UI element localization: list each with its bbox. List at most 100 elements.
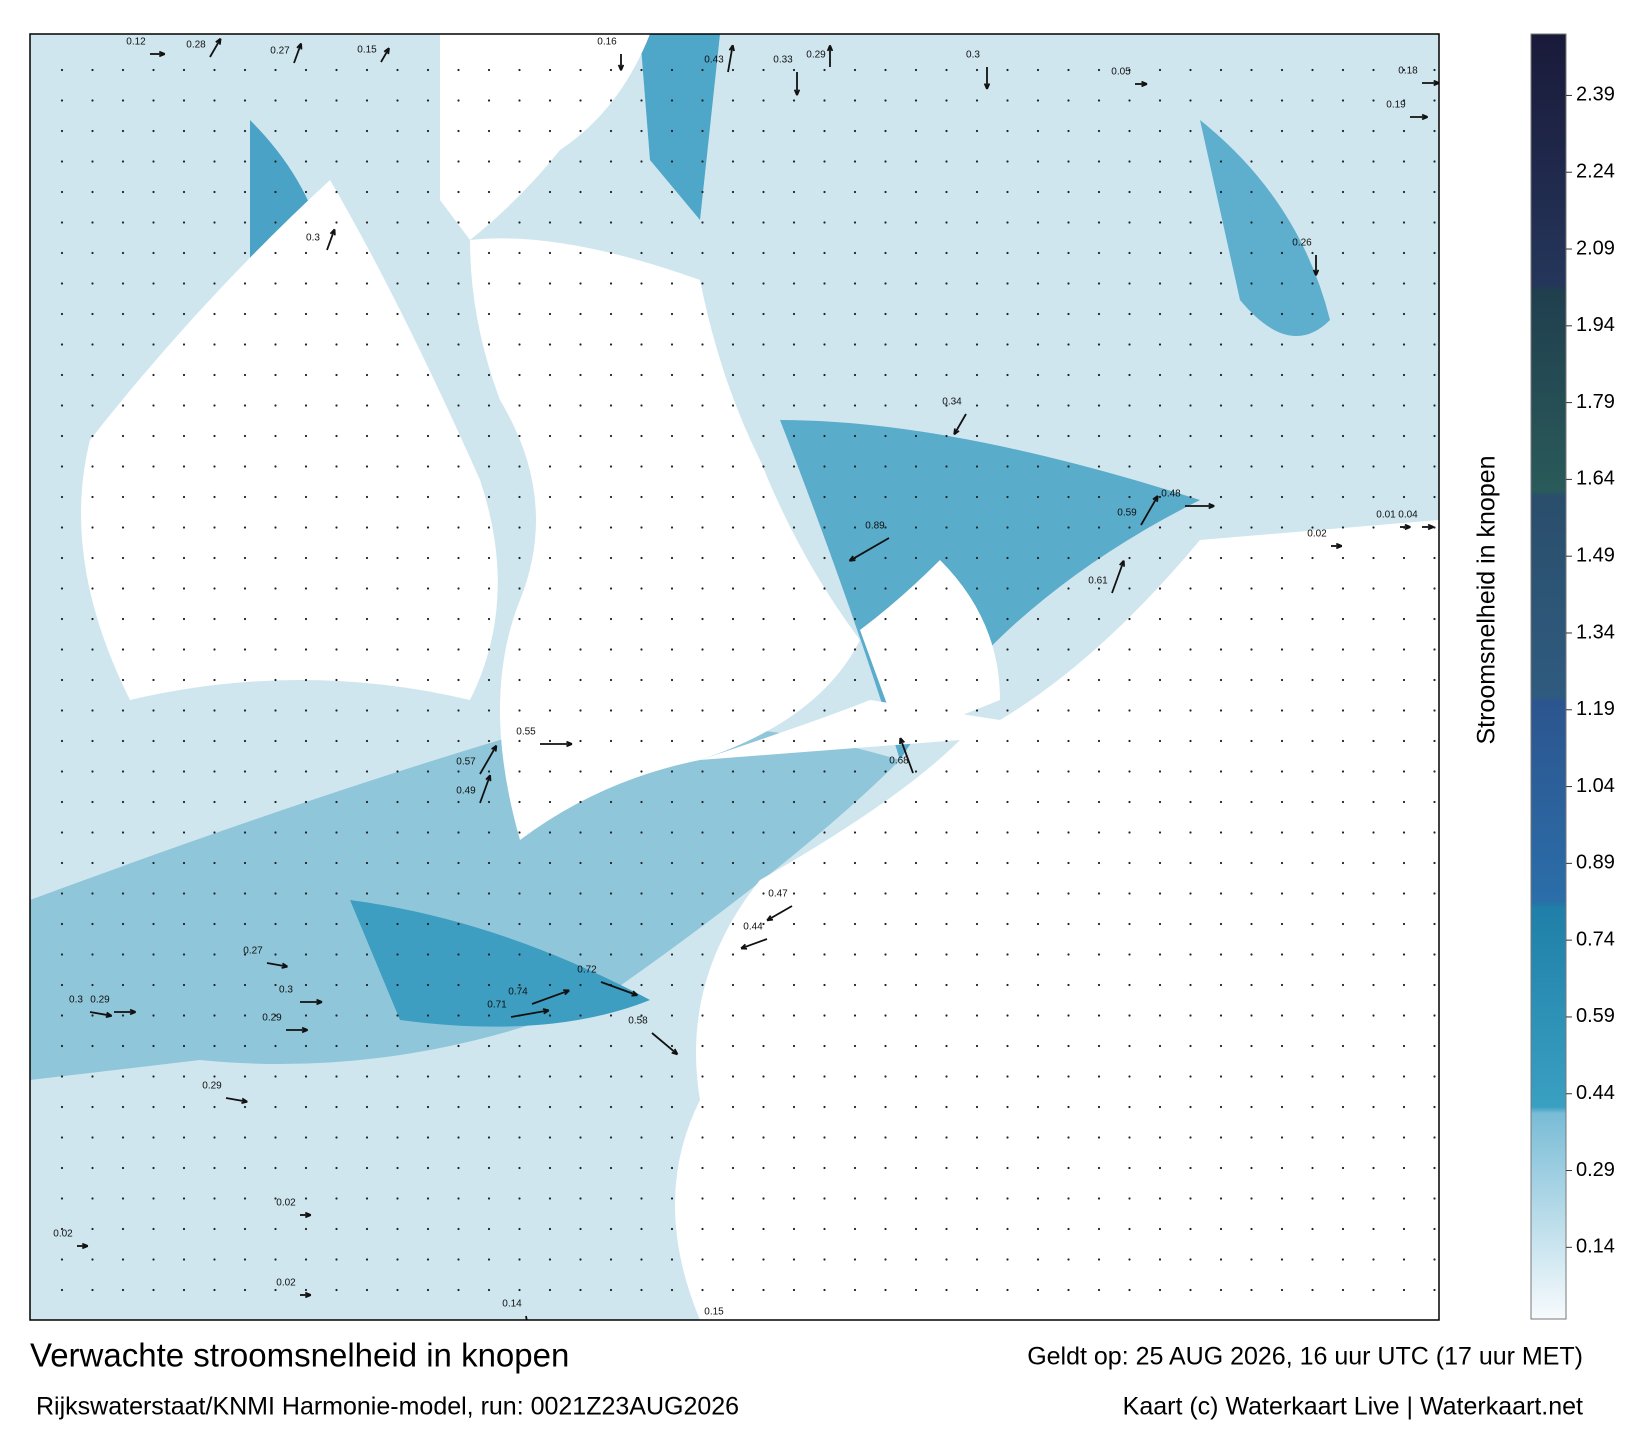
grid-dot bbox=[914, 343, 918, 346]
grid-dot bbox=[762, 373, 765, 377]
grid-dot bbox=[884, 312, 887, 316]
grid-dot bbox=[731, 160, 735, 163]
grid-dot bbox=[243, 1044, 247, 1048]
grid-dot bbox=[884, 1136, 887, 1139]
grid-dot bbox=[975, 404, 979, 407]
grid-dot bbox=[670, 648, 674, 651]
grid-dot bbox=[792, 251, 796, 255]
grid-dot bbox=[213, 465, 216, 468]
grid-dot bbox=[243, 495, 247, 499]
grid-dot bbox=[823, 373, 826, 377]
grid-dot bbox=[640, 739, 643, 743]
grid-dot bbox=[426, 1075, 430, 1078]
grid-dot bbox=[243, 465, 247, 468]
grid-dot bbox=[792, 68, 796, 72]
grid-dot bbox=[1372, 1227, 1375, 1231]
grid-dot bbox=[1128, 1136, 1131, 1139]
current-label: 0.48 bbox=[1161, 489, 1181, 500]
grid-dot bbox=[670, 99, 674, 102]
arrow-shaft bbox=[651, 1032, 679, 1056]
grid-dot bbox=[1280, 556, 1284, 560]
grid-dot bbox=[426, 282, 430, 285]
grid-dot bbox=[792, 892, 796, 895]
grid-dot bbox=[1189, 1258, 1192, 1261]
grid-dot bbox=[335, 892, 338, 895]
grid-dot bbox=[1219, 526, 1223, 529]
grid-dot bbox=[701, 282, 704, 285]
grid-dot bbox=[365, 770, 369, 773]
current-arrow bbox=[600, 981, 639, 997]
grid-dot bbox=[1067, 1014, 1070, 1017]
grid-dot bbox=[152, 1258, 155, 1261]
grid-dot bbox=[609, 1258, 613, 1261]
grid-dot bbox=[152, 129, 155, 133]
grid-dot bbox=[975, 129, 979, 133]
grid-dot bbox=[1036, 617, 1040, 621]
grid-dot bbox=[457, 1166, 460, 1170]
grid-dot bbox=[914, 465, 918, 468]
grid-dot bbox=[884, 1075, 887, 1078]
grid-dot bbox=[1341, 1227, 1345, 1231]
grid-dot bbox=[1128, 129, 1131, 133]
grid-dot bbox=[213, 770, 216, 773]
grid-dot bbox=[1311, 1044, 1314, 1048]
grid-dot bbox=[304, 587, 308, 590]
grid-dot bbox=[945, 617, 948, 621]
grid-dot bbox=[1006, 800, 1009, 804]
grid-dot bbox=[1128, 1075, 1131, 1078]
grid-dot bbox=[335, 983, 338, 987]
grid-dot bbox=[1433, 373, 1436, 377]
arrow-head bbox=[304, 1211, 312, 1219]
grid-dot bbox=[243, 678, 247, 682]
grid-dot bbox=[335, 495, 338, 499]
grid-dot bbox=[1250, 556, 1253, 560]
current-label: 0.02 bbox=[53, 1229, 73, 1240]
grid-dot bbox=[1158, 556, 1162, 560]
grid-dot bbox=[121, 1197, 125, 1200]
grid-dot bbox=[365, 556, 369, 560]
grid-dot bbox=[518, 282, 521, 285]
grid-dot bbox=[91, 404, 94, 407]
grid-dot bbox=[304, 434, 308, 438]
grid-dot bbox=[579, 343, 582, 346]
grid-dot bbox=[670, 312, 674, 316]
grid-dot bbox=[60, 709, 64, 712]
grid-dot bbox=[1219, 983, 1223, 987]
grid-dot bbox=[213, 983, 216, 987]
grid-dot bbox=[670, 831, 674, 834]
grid-dot bbox=[609, 648, 613, 651]
grid-dot bbox=[1372, 678, 1375, 682]
current-label: 0.72 bbox=[577, 965, 597, 976]
grid-dot bbox=[396, 343, 399, 346]
grid-dot bbox=[60, 892, 64, 895]
grid-dot bbox=[548, 1075, 552, 1078]
grid-dot bbox=[1372, 709, 1375, 712]
grid-dot bbox=[884, 739, 887, 743]
grid-dot bbox=[701, 892, 704, 895]
grid-dot bbox=[853, 770, 857, 773]
grid-dot bbox=[609, 404, 613, 407]
arrow-shaft bbox=[849, 537, 890, 562]
grid-dot bbox=[1311, 404, 1314, 407]
grid-dot bbox=[1158, 678, 1162, 682]
grid-dot bbox=[457, 526, 460, 529]
grid-dot bbox=[365, 1075, 369, 1078]
grid-dot bbox=[1402, 251, 1406, 255]
grid-dot bbox=[1372, 983, 1375, 987]
grid-dot bbox=[1372, 556, 1375, 560]
grid-dot bbox=[823, 495, 826, 499]
grid-dot bbox=[1097, 251, 1101, 255]
grid-dot bbox=[823, 282, 826, 285]
grid-dot bbox=[1311, 617, 1314, 621]
grid-dot bbox=[457, 709, 460, 712]
grid-dot bbox=[1189, 617, 1192, 621]
grid-dot bbox=[243, 343, 247, 346]
grid-dot bbox=[1067, 953, 1070, 956]
grid-dot bbox=[1006, 99, 1009, 102]
grid-dot bbox=[1128, 526, 1131, 529]
grid-dot bbox=[1433, 1197, 1436, 1200]
grid-dot bbox=[1372, 922, 1375, 926]
grid-dot bbox=[1036, 526, 1040, 529]
grid-dot bbox=[60, 373, 64, 377]
grid-dot bbox=[182, 160, 186, 163]
